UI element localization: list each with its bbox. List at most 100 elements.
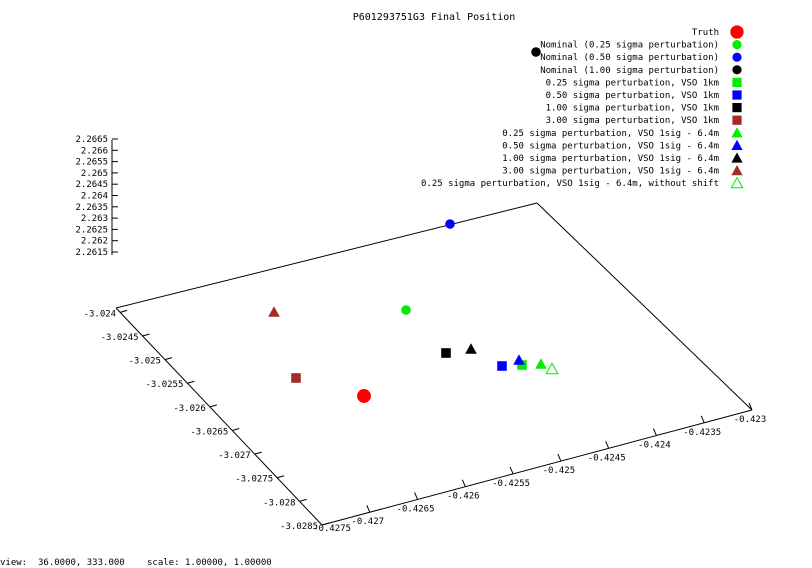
y-tick-label: -3.024 bbox=[84, 309, 117, 319]
y-tick-mark bbox=[232, 428, 240, 431]
box-edge bbox=[115, 307, 323, 526]
x-tick-label: -0.4265 bbox=[397, 504, 435, 514]
data-point bbox=[445, 219, 455, 229]
x-tick-label: -0.425 bbox=[543, 466, 576, 476]
x-tick-label: -0.4245 bbox=[588, 453, 626, 463]
x-tick-mark bbox=[605, 441, 610, 449]
z-tick-label: 2.266 bbox=[81, 146, 108, 156]
x-tick-label: -0.426 bbox=[447, 492, 480, 502]
box-edge bbox=[115, 202, 538, 309]
legend-marker bbox=[731, 152, 743, 163]
legend-marker bbox=[730, 25, 744, 39]
data-point bbox=[441, 348, 451, 358]
y-tick-label: -3.0255 bbox=[145, 380, 183, 390]
legend-label: 3.00 sigma perturbation, VSO 1sig - 6.4m bbox=[502, 167, 719, 177]
y-tick-label: -3.0285 bbox=[280, 522, 318, 532]
legend-label: 1.00 sigma perturbation, VSO 1km bbox=[546, 104, 719, 114]
y-axis-ticks: -3.0285 -3.028 -3.0275 -3.027 -3.0265 -3.026 -… bbox=[84, 309, 330, 532]
x-tick-label: -0.427 bbox=[352, 517, 385, 527]
legend-marker bbox=[730, 176, 744, 189]
data-point bbox=[545, 362, 559, 375]
view-values: 36.0000, 333.000 bbox=[38, 558, 125, 568]
legend-label: 3.00 sigma perturbation, VSO 1km bbox=[546, 116, 719, 126]
x-tick-label: -0.423 bbox=[734, 415, 767, 425]
y-tick-mark bbox=[209, 404, 217, 408]
legend-label: 0.25 sigma perturbation, VSO 1sig - 6.4m bbox=[502, 129, 719, 139]
x-axis-end-label: -0.4275 bbox=[313, 524, 351, 534]
z-tick-label: 2.263 bbox=[81, 214, 108, 224]
y-tick-mark bbox=[187, 380, 195, 384]
legend-label: Nominal (0.50 sigma perturbation) bbox=[540, 53, 719, 63]
x-tick-mark bbox=[652, 428, 657, 436]
legend-marker bbox=[732, 103, 742, 113]
legend-label: 0.50 sigma perturbation, VSO 1km bbox=[546, 91, 719, 101]
legend-marker bbox=[731, 139, 743, 150]
scale-label: scale: bbox=[147, 558, 180, 568]
y-tick-label: -3.0275 bbox=[235, 475, 273, 485]
data-point bbox=[401, 305, 411, 315]
z-tick-label: 2.2665 bbox=[75, 135, 108, 145]
y-tick-label: -3.027 bbox=[218, 451, 251, 461]
data-point bbox=[531, 47, 541, 57]
scale-values: 1.00000, 1.00000 bbox=[185, 558, 272, 568]
y-tick-mark bbox=[321, 522, 330, 526]
data-point bbox=[291, 373, 301, 383]
z-tick-label: 2.264 bbox=[81, 192, 108, 202]
data-point bbox=[517, 360, 527, 370]
legend-marker bbox=[732, 115, 742, 125]
legend-label: 0.50 sigma perturbation, VSO 1sig - 6.4m bbox=[502, 141, 719, 151]
legend: Truth Nominal (0.25 sigma perturbation) No… bbox=[421, 25, 744, 189]
legend-label: Nominal (0.25 sigma perturbation) bbox=[540, 41, 719, 51]
legend-label: 0.25 sigma perturbation, VSO 1sig - 6.4m… bbox=[421, 179, 719, 189]
legend-marker bbox=[731, 165, 743, 176]
data-point bbox=[357, 389, 371, 403]
view-label: view: bbox=[0, 558, 27, 568]
y-tick-mark bbox=[254, 451, 262, 455]
x-tick-mark bbox=[509, 466, 514, 475]
y-tick-label: -3.0265 bbox=[190, 427, 228, 437]
z-tick-label: 2.2625 bbox=[75, 225, 108, 235]
y-tick-mark bbox=[277, 475, 285, 479]
x-tick-mark bbox=[414, 492, 419, 500]
legend-label: 0.25 sigma perturbation, VSO 1km bbox=[546, 78, 719, 88]
z-tick-label: 2.2645 bbox=[75, 180, 108, 190]
legend-label: 1.00 sigma perturbation, VSO 1sig - 6.4m bbox=[502, 154, 719, 164]
x-tick-mark bbox=[461, 479, 466, 487]
axis-box bbox=[111, 140, 753, 526]
legend-marker bbox=[731, 127, 743, 138]
legend-marker bbox=[732, 90, 742, 100]
x-tick-label: -0.4235 bbox=[683, 428, 721, 438]
z-tick-label: 2.262 bbox=[81, 237, 108, 247]
y-tick-mark bbox=[164, 357, 173, 361]
chart-title: P601293751G3 Final Position bbox=[353, 12, 516, 23]
y-tick-mark bbox=[299, 498, 307, 502]
legend-marker bbox=[732, 40, 742, 50]
box-edge bbox=[536, 202, 753, 411]
legend-label: Truth bbox=[692, 28, 719, 38]
z-tick-label: 2.265 bbox=[81, 169, 108, 179]
box-edge bbox=[321, 409, 753, 526]
x-tick-mark bbox=[366, 505, 371, 513]
data-point bbox=[513, 354, 525, 365]
x-tick-label: -0.424 bbox=[638, 441, 671, 451]
y-tick-mark bbox=[119, 309, 128, 313]
z-tick-label: 2.2635 bbox=[75, 203, 108, 213]
x-tick-mark bbox=[557, 453, 562, 462]
y-tick-label: -3.0245 bbox=[101, 333, 139, 343]
x-tick-mark bbox=[748, 402, 753, 411]
data-point bbox=[268, 306, 280, 317]
legend-marker bbox=[732, 65, 742, 75]
legend-marker bbox=[732, 52, 742, 62]
z-tick-label: 2.2615 bbox=[75, 248, 108, 258]
y-tick-mark bbox=[142, 333, 150, 337]
x-axis-ticks: -0.427 -0.4265 -0.426 -0.4255 -0.425 -0.4245 -… bbox=[313, 402, 767, 534]
x-tick-mark bbox=[700, 415, 705, 423]
data-points bbox=[268, 47, 559, 403]
legend-marker bbox=[732, 77, 742, 87]
data-point bbox=[465, 343, 477, 354]
y-tick-label: -3.025 bbox=[128, 357, 161, 367]
z-axis-ticks: 2.26152.2622.26252.2632.26352.2642.26452… bbox=[75, 135, 118, 258]
x-tick-label: -0.4255 bbox=[492, 479, 530, 489]
status-line: view: 36.0000, 333.000 scale: 1.00000, 1… bbox=[0, 558, 272, 568]
